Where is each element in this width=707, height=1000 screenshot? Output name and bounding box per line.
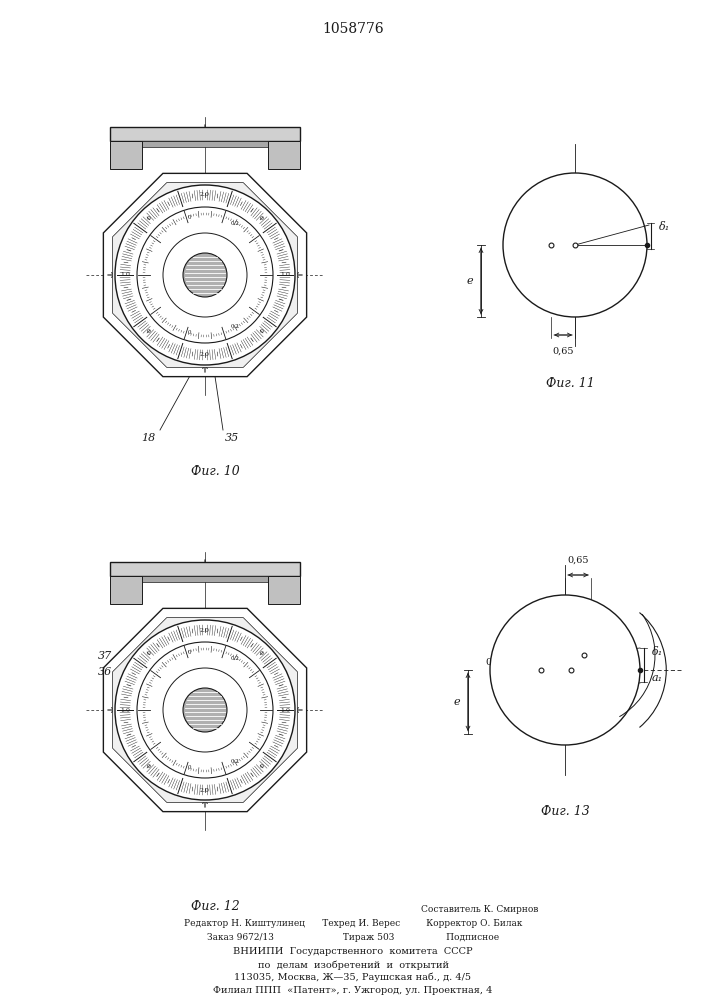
- Text: 0: 0: [146, 329, 151, 334]
- Text: 0: 0: [188, 330, 191, 335]
- Text: Фиг. 13: Фиг. 13: [541, 805, 590, 818]
- Circle shape: [115, 185, 295, 365]
- Text: ВНИИПИ  Государственного  комитета  СССР: ВНИИПИ Государственного комитета СССР: [233, 947, 473, 956]
- Text: O: O: [527, 670, 535, 680]
- Circle shape: [490, 595, 640, 745]
- Text: 0.2: 0.2: [230, 324, 240, 329]
- Polygon shape: [103, 173, 307, 377]
- Text: δ₁: δ₁: [659, 222, 670, 232]
- Bar: [110, 562, 300, 576]
- Text: 37: 37: [98, 651, 112, 661]
- Text: e: e: [467, 276, 473, 286]
- Text: 1058776: 1058776: [322, 22, 384, 36]
- Text: Фиг. 11: Фиг. 11: [546, 377, 595, 390]
- Circle shape: [183, 253, 227, 297]
- Bar: [110, 576, 142, 604]
- Text: 0.2: 0.2: [230, 221, 240, 226]
- Text: 113035, Москва, Ж—35, Раушская наб., д. 4/5: 113035, Москва, Ж—35, Раушская наб., д. …: [235, 973, 472, 982]
- Text: 0,65: 0,65: [552, 347, 574, 356]
- Polygon shape: [103, 608, 307, 812]
- Text: 35: 35: [225, 433, 239, 443]
- Text: 2.0: 2.0: [200, 788, 210, 792]
- Text: 0: 0: [146, 764, 151, 769]
- Text: 0: 0: [188, 765, 191, 770]
- Text: e: e: [453, 697, 460, 707]
- Bar: [110, 141, 142, 169]
- Text: Заказ 9672/13                        Тираж 503                  Подписное: Заказ 9672/13 Тираж 503 Подписное: [207, 933, 499, 942]
- Text: 0: 0: [259, 764, 264, 769]
- Text: по  делам  изобретений  и  открытий: по делам изобретений и открытий: [257, 960, 448, 970]
- Bar: [110, 127, 300, 141]
- Text: 0: 0: [259, 329, 264, 334]
- Circle shape: [163, 668, 247, 752]
- Text: O₁: O₁: [578, 232, 590, 240]
- Text: 0: 0: [146, 651, 151, 656]
- Text: 0.2: 0.2: [230, 759, 240, 764]
- Circle shape: [115, 620, 295, 800]
- Text: 2.0: 2.0: [200, 628, 210, 633]
- Text: 0: 0: [259, 651, 264, 656]
- Text: O: O: [542, 232, 551, 240]
- Bar: [118, 576, 292, 582]
- Text: Редактор Н. Киштулинец      Техред И. Верес         Корректор О. Билак: Редактор Н. Киштулинец Техред И. Верес К…: [184, 919, 522, 928]
- Text: 36: 36: [98, 667, 112, 677]
- Bar: [118, 141, 292, 147]
- Text: 0,4: 0,4: [486, 658, 501, 667]
- Text: Фиг. 12: Фиг. 12: [191, 900, 240, 913]
- Text: 1.0: 1.0: [120, 272, 130, 277]
- Text: 0.2: 0.2: [230, 656, 240, 661]
- Text: 1.0: 1.0: [120, 708, 130, 712]
- Polygon shape: [112, 618, 298, 802]
- Text: 2.0: 2.0: [200, 192, 210, 198]
- Bar: [268, 576, 300, 604]
- Text: a₁: a₁: [652, 673, 663, 683]
- Circle shape: [137, 642, 273, 778]
- Circle shape: [163, 233, 247, 317]
- Text: 0: 0: [188, 215, 191, 220]
- Text: 0,65: 0,65: [568, 556, 589, 565]
- Text: Фиг. 10: Фиг. 10: [191, 465, 240, 478]
- Text: Филиал ППП  «Патент», г. Ужгород, ул. Проектная, 4: Филиал ППП «Патент», г. Ужгород, ул. Про…: [214, 986, 493, 995]
- Bar: [268, 141, 300, 169]
- Text: Составитель К. Смирнов: Составитель К. Смирнов: [421, 905, 539, 914]
- Text: O₁: O₁: [575, 674, 588, 682]
- Text: O₂: O₂: [589, 645, 602, 654]
- Text: 0: 0: [146, 216, 151, 221]
- Text: 2.0: 2.0: [200, 353, 210, 358]
- Text: 1.0: 1.0: [280, 708, 290, 712]
- Text: δ₁: δ₁: [652, 647, 663, 657]
- Text: 18: 18: [141, 433, 155, 443]
- Circle shape: [183, 688, 227, 732]
- Text: 1.0: 1.0: [280, 272, 290, 277]
- Text: 0: 0: [188, 650, 191, 655]
- Circle shape: [137, 207, 273, 343]
- Text: 0: 0: [259, 216, 264, 221]
- Circle shape: [503, 173, 647, 317]
- Polygon shape: [112, 183, 298, 367]
